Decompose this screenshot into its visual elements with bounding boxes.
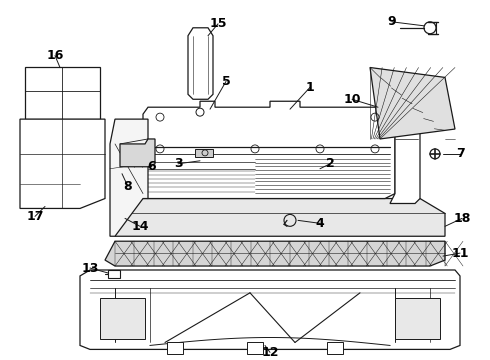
Bar (167, 342, 183, 354)
Polygon shape (105, 241, 445, 266)
Text: 16: 16 (47, 49, 64, 62)
Polygon shape (188, 28, 213, 99)
Text: 7: 7 (456, 147, 465, 160)
Bar (100, 298, 145, 339)
Bar (327, 342, 343, 354)
Bar (247, 342, 263, 354)
Polygon shape (143, 101, 395, 198)
Text: 11: 11 (451, 247, 469, 260)
Polygon shape (390, 107, 420, 203)
Text: 6: 6 (147, 160, 156, 173)
Polygon shape (25, 67, 100, 119)
Polygon shape (120, 139, 155, 167)
Polygon shape (370, 67, 455, 139)
Text: 14: 14 (131, 220, 149, 233)
Text: 13: 13 (81, 261, 98, 275)
Polygon shape (115, 198, 445, 236)
Text: 12: 12 (261, 346, 279, 359)
Bar (395, 298, 440, 339)
Bar (108, 270, 120, 278)
Text: 3: 3 (173, 157, 182, 170)
Text: 10: 10 (343, 93, 361, 106)
Text: 8: 8 (123, 180, 132, 193)
Polygon shape (110, 119, 148, 236)
Text: 2: 2 (326, 157, 334, 170)
Text: 1: 1 (306, 81, 315, 94)
Polygon shape (20, 119, 105, 208)
Text: 17: 17 (26, 210, 44, 223)
Text: 4: 4 (316, 217, 324, 230)
Text: 15: 15 (209, 17, 227, 30)
Text: 9: 9 (388, 15, 396, 28)
Text: 5: 5 (221, 75, 230, 88)
Polygon shape (80, 270, 460, 350)
Bar (195, 149, 213, 157)
Text: 18: 18 (453, 212, 471, 225)
